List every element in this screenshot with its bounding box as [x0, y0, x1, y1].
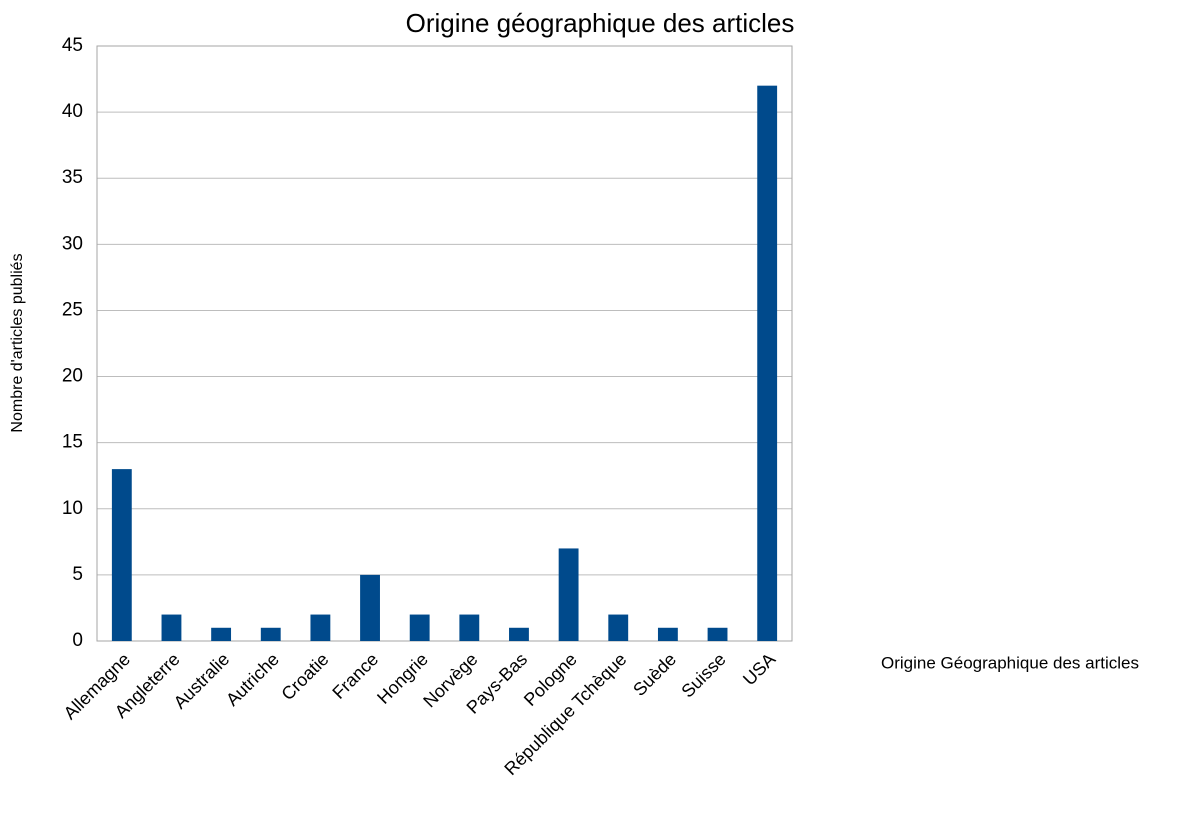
- y-tick-label: 5: [72, 564, 83, 585]
- bar: [161, 614, 182, 641]
- x-axis-label: Origine Géographique des articles: [881, 653, 1139, 672]
- x-tick-label: Suisse: [677, 649, 729, 701]
- y-tick-label: 30: [62, 233, 83, 254]
- x-tick-label: Autriche: [222, 649, 283, 710]
- x-tick-label: Suède: [629, 649, 680, 700]
- chart-title: Origine géographique des articles: [406, 8, 795, 38]
- bar: [707, 627, 728, 641]
- bar: [360, 574, 380, 641]
- y-tick-label: 40: [62, 101, 83, 122]
- bar: [657, 627, 678, 641]
- x-tick-label: Australie: [170, 649, 234, 713]
- bar: [260, 627, 281, 641]
- plot-border: [96, 45, 793, 642]
- bar: [558, 548, 579, 641]
- y-tick-label: 20: [62, 366, 83, 387]
- bar: [211, 627, 232, 641]
- y-axis-label: Nombre d'articles publiés: [9, 253, 26, 432]
- bar: [509, 627, 529, 641]
- bar: [608, 614, 629, 641]
- x-tick-label: USA: [739, 649, 779, 689]
- bar: [757, 85, 778, 641]
- bar: [459, 614, 480, 641]
- y-tick-label: 15: [62, 432, 83, 453]
- y-tick-label: 25: [62, 299, 83, 320]
- y-tick-label: 10: [62, 498, 83, 519]
- bar: [409, 614, 430, 641]
- y-tick-label: 0: [72, 630, 83, 651]
- bar: [310, 614, 331, 641]
- y-tick-label: 35: [62, 167, 83, 188]
- y-tick-label: 45: [62, 35, 83, 56]
- bar: [111, 469, 132, 641]
- x-tick-label: Croatie: [277, 649, 332, 704]
